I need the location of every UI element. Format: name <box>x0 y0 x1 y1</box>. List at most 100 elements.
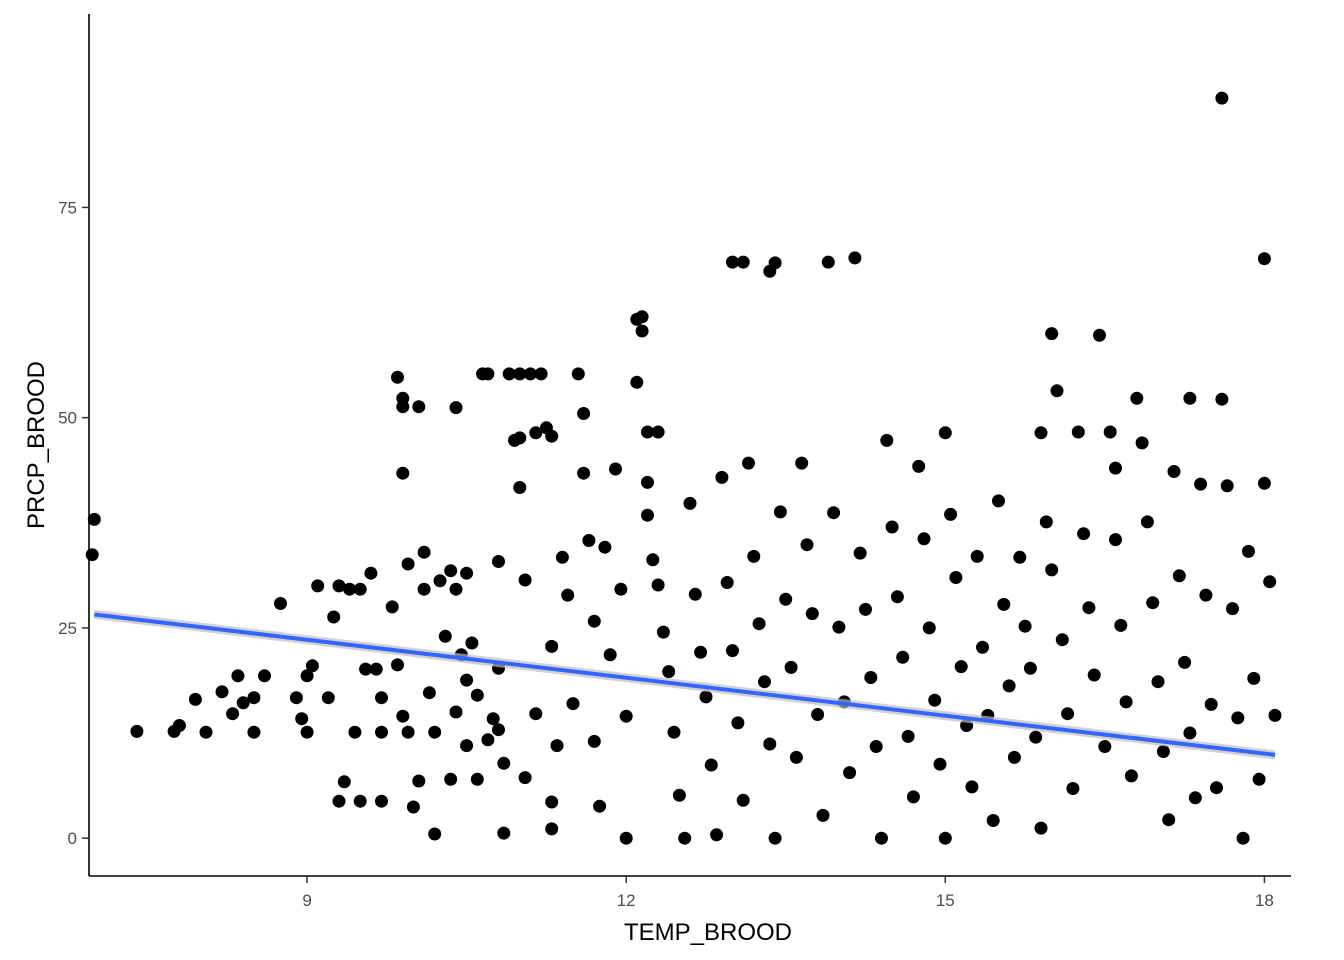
data-point <box>795 456 809 470</box>
data-point <box>492 723 505 737</box>
data-point <box>619 831 633 845</box>
data-point <box>545 639 559 653</box>
data-point <box>864 671 878 684</box>
data-point <box>699 690 713 704</box>
data-point <box>875 831 888 845</box>
data-point <box>1257 252 1271 266</box>
data-point <box>906 790 920 804</box>
data-point <box>417 582 431 596</box>
data-point <box>805 607 819 621</box>
data-point <box>885 520 899 534</box>
data-point <box>417 545 431 559</box>
y-tick-label: 25 <box>58 619 77 638</box>
data-point <box>1023 661 1037 675</box>
data-point <box>375 794 388 808</box>
data-point <box>247 725 261 739</box>
data-point <box>1109 461 1122 475</box>
data-point <box>550 739 564 753</box>
data-point <box>1082 601 1096 615</box>
data-point <box>593 799 607 813</box>
data-point <box>311 579 325 593</box>
data-point <box>694 645 708 659</box>
data-point <box>1029 730 1043 744</box>
data-point <box>843 766 857 780</box>
data-point <box>236 696 250 710</box>
data-point <box>678 831 692 845</box>
data-point <box>523 367 537 381</box>
data-point <box>832 620 846 634</box>
data-point <box>848 251 862 265</box>
data-point <box>438 629 452 643</box>
x-tick-label: 15 <box>936 891 955 910</box>
data-points <box>85 91 1282 845</box>
data-point <box>1247 671 1261 685</box>
data-point <box>1093 328 1106 342</box>
data-point <box>1167 465 1181 478</box>
data-point <box>406 800 420 814</box>
data-point <box>449 401 463 415</box>
data-point <box>986 814 1000 827</box>
data-point <box>672 788 686 802</box>
data-point <box>1034 821 1048 835</box>
data-point <box>917 532 931 546</box>
data-point <box>662 665 676 679</box>
data-point <box>274 597 287 610</box>
data-point <box>752 617 766 631</box>
data-point <box>635 310 649 324</box>
data-point <box>1018 619 1032 633</box>
data-point <box>534 367 548 381</box>
data-point <box>1188 791 1202 805</box>
data-point <box>603 648 617 662</box>
data-point <box>391 658 404 672</box>
data-point <box>497 756 511 770</box>
data-point <box>412 400 426 414</box>
data-point <box>465 636 479 650</box>
data-point <box>1061 707 1075 721</box>
data-point <box>1066 782 1080 795</box>
data-point <box>901 729 915 743</box>
data-point <box>1231 711 1245 725</box>
data-point <box>747 549 761 563</box>
data-point <box>1226 602 1239 616</box>
data-point <box>598 540 612 554</box>
data-point <box>518 573 532 587</box>
data-point <box>869 740 883 753</box>
data-point <box>497 826 511 840</box>
data-point <box>821 255 835 269</box>
data-point <box>1151 675 1165 689</box>
data-point <box>1178 655 1192 669</box>
data-point <box>518 771 532 785</box>
data-point <box>1002 679 1016 693</box>
data-point <box>938 831 952 845</box>
data-point <box>428 725 442 739</box>
data-point <box>949 571 963 584</box>
data-point <box>1039 515 1053 529</box>
data-point <box>385 600 399 614</box>
data-point <box>391 370 404 384</box>
data-point <box>768 256 782 270</box>
data-point <box>577 466 591 480</box>
data-point <box>231 669 245 683</box>
data-point <box>396 400 410 414</box>
data-point <box>566 697 580 711</box>
data-point <box>1183 726 1197 740</box>
data-point <box>1050 384 1064 398</box>
data-point <box>651 425 665 439</box>
data-point <box>492 555 505 568</box>
data-point <box>609 462 622 476</box>
data-point <box>470 688 484 702</box>
data-point <box>1077 527 1091 541</box>
x-axis-ticks: 9 12 15 18 <box>302 876 1274 910</box>
data-point <box>529 426 543 440</box>
x-tick-label: 18 <box>1255 891 1274 910</box>
data-point <box>396 466 410 480</box>
data-point <box>992 494 1005 508</box>
data-point <box>1242 544 1255 558</box>
data-point <box>1124 769 1138 783</box>
data-point <box>449 705 463 719</box>
data-point <box>954 660 968 674</box>
data-point <box>300 669 314 683</box>
data-point <box>1220 479 1234 493</box>
data-point <box>582 534 596 547</box>
data-point <box>1114 618 1128 632</box>
